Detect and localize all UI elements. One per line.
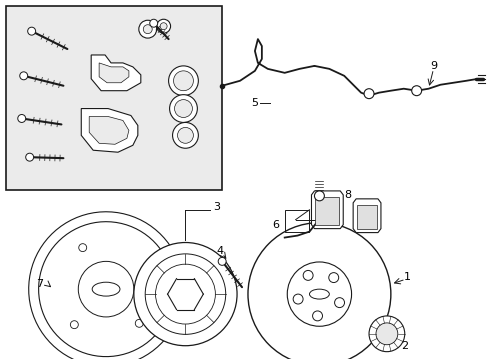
- Bar: [6, 6, 222, 190]
- Circle shape: [139, 20, 156, 38]
- Polygon shape: [29, 212, 183, 360]
- Polygon shape: [91, 55, 141, 91]
- Text: 8: 8: [344, 190, 351, 200]
- Circle shape: [303, 270, 312, 280]
- Circle shape: [70, 321, 78, 329]
- Circle shape: [247, 223, 390, 360]
- Text: 1: 1: [403, 272, 410, 282]
- Circle shape: [168, 66, 198, 96]
- Circle shape: [364, 89, 373, 99]
- Circle shape: [149, 19, 157, 27]
- Polygon shape: [352, 199, 380, 233]
- Circle shape: [177, 127, 193, 143]
- Polygon shape: [89, 117, 129, 144]
- Circle shape: [314, 191, 324, 201]
- Circle shape: [135, 319, 143, 327]
- Text: 5: 5: [250, 98, 257, 108]
- Circle shape: [174, 100, 192, 117]
- Circle shape: [156, 19, 170, 33]
- Text: 9: 9: [429, 61, 436, 71]
- Circle shape: [134, 243, 237, 346]
- Circle shape: [169, 95, 197, 122]
- Polygon shape: [356, 205, 376, 229]
- Circle shape: [312, 311, 322, 321]
- Polygon shape: [81, 109, 138, 152]
- Circle shape: [328, 273, 338, 283]
- Ellipse shape: [92, 282, 120, 296]
- Circle shape: [145, 254, 225, 334]
- Ellipse shape: [309, 289, 328, 299]
- Polygon shape: [315, 197, 339, 225]
- Circle shape: [20, 72, 28, 80]
- Circle shape: [172, 122, 198, 148]
- Circle shape: [26, 153, 34, 161]
- Circle shape: [368, 316, 404, 352]
- Polygon shape: [99, 63, 129, 83]
- Text: 7: 7: [36, 279, 43, 289]
- Circle shape: [334, 298, 344, 307]
- Circle shape: [155, 264, 215, 324]
- Circle shape: [143, 25, 152, 33]
- Text: 3: 3: [213, 202, 220, 212]
- Bar: [284, 210, 309, 231]
- Circle shape: [78, 261, 134, 317]
- Text: 6: 6: [272, 220, 279, 230]
- Text: 2: 2: [400, 341, 407, 351]
- Circle shape: [160, 23, 167, 30]
- Polygon shape: [311, 191, 343, 229]
- Text: 4: 4: [216, 247, 224, 256]
- Circle shape: [293, 294, 303, 304]
- Circle shape: [286, 262, 351, 326]
- Circle shape: [28, 27, 36, 35]
- Circle shape: [18, 114, 26, 122]
- Circle shape: [375, 323, 397, 345]
- Circle shape: [173, 71, 193, 91]
- Circle shape: [79, 244, 86, 252]
- Circle shape: [218, 257, 225, 265]
- Circle shape: [411, 86, 421, 96]
